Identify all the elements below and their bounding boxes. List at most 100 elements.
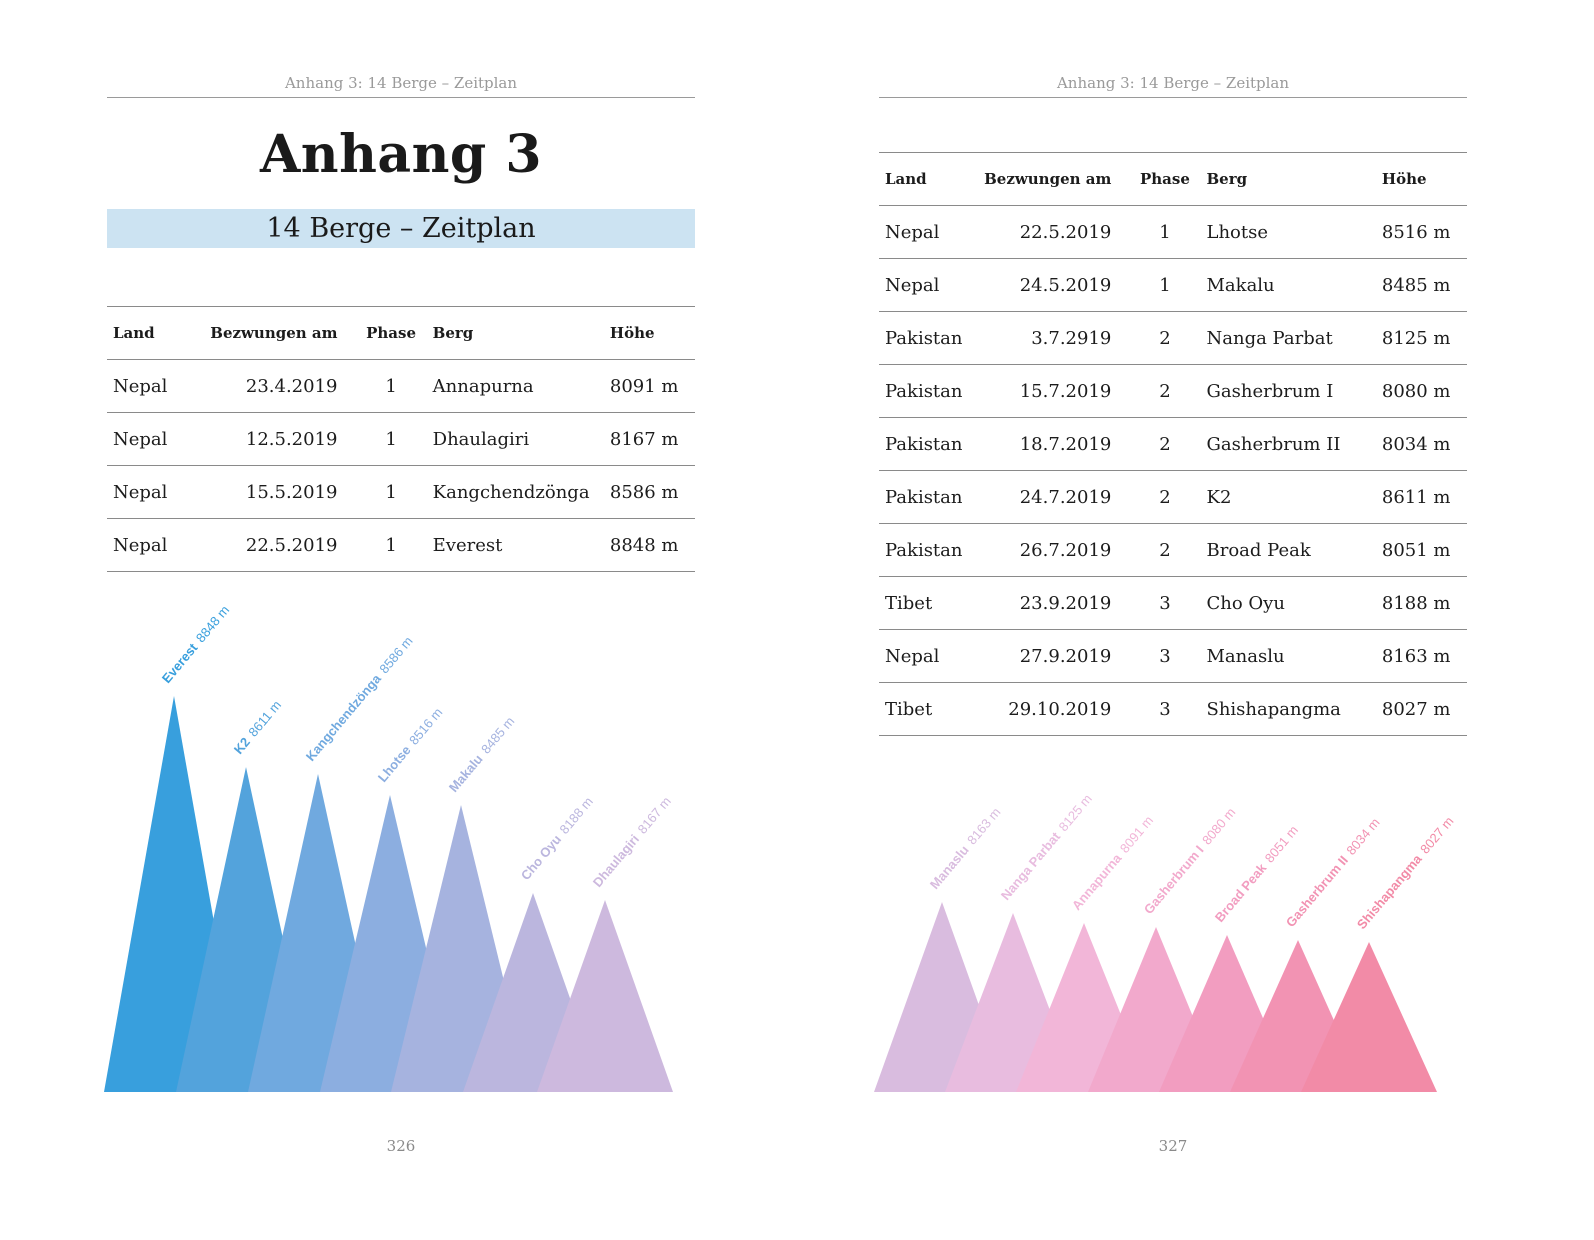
cell-date: 24.7.2019 (978, 470, 1130, 524)
mountain-height: 8027 m (1417, 814, 1456, 857)
cell-phase: 3 (1129, 682, 1201, 736)
mountain-name: Shishapangma (1354, 851, 1425, 932)
cell-phase: 1 (1129, 258, 1201, 312)
mountain-name: Annapurna (1069, 850, 1125, 913)
table-row: Nepal 22.5.2019 1 Lhotse 8516 m (879, 205, 1467, 259)
page-title: Anhang 3 (259, 124, 543, 185)
schedule-table: Land Bezwungen am Phase Berg Höhe Nepal 2… (879, 152, 1467, 736)
cell-hoehe: 8167 m (603, 412, 695, 466)
cell-date: 15.7.2019 (978, 364, 1130, 418)
mountain-height: 8848 m (193, 602, 232, 645)
cell-land: Pakistan (879, 364, 979, 418)
mountain-name: Makalu (446, 751, 486, 794)
cell-berg: Nanga Parbat (1200, 311, 1376, 365)
svg-text:Manaslu8163 m: Manaslu8163 m (927, 805, 1004, 892)
cell-berg: Lhotse (1200, 205, 1376, 259)
mountain-name: Nanga Parbat (998, 829, 1064, 903)
mountain-height: 8586 m (376, 633, 415, 676)
cell-phase: 1 (355, 359, 427, 413)
table-row: Pakistan 3.7.2919 2 Nanga Parbat 8125 m (879, 311, 1467, 365)
cell-berg: K2 (1200, 470, 1376, 524)
cell-land: Nepal (107, 359, 205, 413)
svg-text:Lhotse8516 m: Lhotse8516 m (375, 705, 446, 785)
svg-text:K28611 m: K28611 m (231, 697, 284, 756)
cell-land: Tibet (879, 576, 979, 630)
mountain-name: Cho Oyu (518, 832, 564, 883)
cell-land: Nepal (107, 412, 205, 466)
header-land: Land (879, 152, 979, 206)
mountain-name: Kangchendzönga (303, 671, 385, 764)
cell-date: 23.4.2019 (204, 359, 356, 413)
header-phase: Phase (355, 306, 427, 360)
mountain-height: 8167 m (635, 794, 674, 837)
header-hoehe: Höhe (603, 306, 695, 360)
cell-hoehe: 8485 m (1375, 258, 1467, 312)
header-date: Bezwungen am (204, 306, 356, 360)
cell-hoehe: 8027 m (1375, 682, 1467, 736)
cell-hoehe: 8163 m (1375, 629, 1467, 683)
cell-hoehe: 8188 m (1375, 576, 1467, 630)
cell-land: Pakistan (879, 470, 979, 524)
svg-text:Cho Oyu8188 m: Cho Oyu8188 m (518, 794, 596, 883)
cell-berg: Cho Oyu (1200, 576, 1376, 630)
cell-berg: Broad Peak (1200, 523, 1376, 577)
mountain-name: Everest (159, 640, 201, 686)
cell-phase: 1 (355, 518, 427, 572)
cell-date: 23.9.2019 (978, 576, 1130, 630)
cell-date: 26.7.2019 (978, 523, 1130, 577)
cell-hoehe: 8848 m (603, 518, 695, 572)
mountain-label: Kangchendzönga8586 m (303, 633, 416, 763)
header-berg: Berg (426, 306, 604, 360)
cell-date: 27.9.2019 (978, 629, 1130, 683)
cell-phase: 2 (1129, 417, 1201, 471)
schedule-table: Land Bezwungen am Phase Berg Höhe Nepal 2… (107, 306, 695, 572)
right-page: Anhang 3: 14 Berge – Zeitplan Land Bezwu… (852, 0, 1552, 1240)
mountain-height: 8080 m (1199, 805, 1238, 848)
svg-text:Broad Peak8051 m: Broad Peak8051 m (1212, 823, 1301, 925)
cell-date: 22.5.2019 (204, 518, 356, 572)
cell-phase: 2 (1129, 470, 1201, 524)
table-row: Nepal 23.4.2019 1 Annapurna 8091 m (107, 359, 695, 413)
running-head: Anhang 3: 14 Berge – Zeitplan (879, 74, 1467, 98)
cell-land: Nepal (879, 629, 979, 683)
cell-date: 18.7.2019 (978, 417, 1130, 471)
mountain-height: 8516 m (406, 705, 445, 748)
table-row: Nepal 27.9.2019 3 Manaslu 8163 m (879, 629, 1467, 683)
cell-berg: Gasherbrum II (1200, 417, 1376, 471)
mountain-label: Makalu8485 m (446, 714, 518, 795)
cell-berg: Shishapangma (1200, 682, 1376, 736)
mountain-label: Manaslu8163 m (927, 805, 1004, 892)
mountain-label: K28611 m (231, 697, 284, 756)
cell-hoehe: 8125 m (1375, 311, 1467, 365)
running-head: Anhang 3: 14 Berge – Zeitplan (107, 74, 695, 98)
svg-text:Everest8848 m: Everest8848 m (159, 602, 232, 685)
cell-date: 12.5.2019 (204, 412, 356, 466)
table-row: Tibet 23.9.2019 3 Cho Oyu 8188 m (879, 576, 1467, 630)
cell-berg: Kangchendzönga (426, 465, 604, 519)
table-header-row: Land Bezwungen am Phase Berg Höhe (879, 152, 1467, 206)
cell-hoehe: 8080 m (1375, 364, 1467, 418)
mountain-label: Lhotse8516 m (375, 705, 446, 785)
svg-text:Dhaulagiri8167 m: Dhaulagiri8167 m (590, 794, 674, 890)
mountain-height: 8485 m (478, 714, 517, 757)
mountain-height: 8125 m (1056, 791, 1095, 834)
table-row: Nepal 24.5.2019 1 Makalu 8485 m (879, 258, 1467, 312)
mountain-label: Everest8848 m (159, 602, 232, 685)
cell-phase: 2 (1129, 311, 1201, 365)
cell-hoehe: 8516 m (1375, 205, 1467, 259)
table-row: Pakistan 24.7.2019 2 K2 8611 m (879, 470, 1467, 524)
mountain-name: Broad Peak (1212, 860, 1270, 925)
cell-berg: Annapurna (426, 359, 604, 413)
mountain-label: Annapurna8091 m (1069, 813, 1156, 913)
cell-date: 3.7.2919 (978, 311, 1130, 365)
mountain-peak (1301, 942, 1437, 1092)
svg-text:Kangchendzönga8586 m: Kangchendzönga8586 m (303, 633, 416, 763)
cell-berg: Makalu (1200, 258, 1376, 312)
table-row: Pakistan 18.7.2019 2 Gasherbrum II 8034 m (879, 417, 1467, 471)
header-land: Land (107, 306, 205, 360)
left-page: Anhang 3: 14 Berge – Zeitplan Anhang 3 1… (80, 0, 780, 1240)
section-subtitle: 14 Berge – Zeitplan (107, 209, 695, 248)
cell-hoehe: 8586 m (603, 465, 695, 519)
cell-land: Nepal (879, 205, 979, 259)
cell-land: Nepal (107, 518, 205, 572)
